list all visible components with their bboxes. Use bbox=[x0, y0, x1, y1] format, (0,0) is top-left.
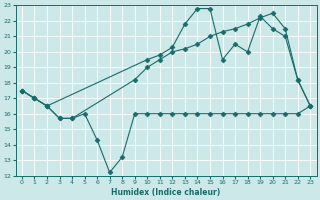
X-axis label: Humidex (Indice chaleur): Humidex (Indice chaleur) bbox=[111, 188, 221, 197]
